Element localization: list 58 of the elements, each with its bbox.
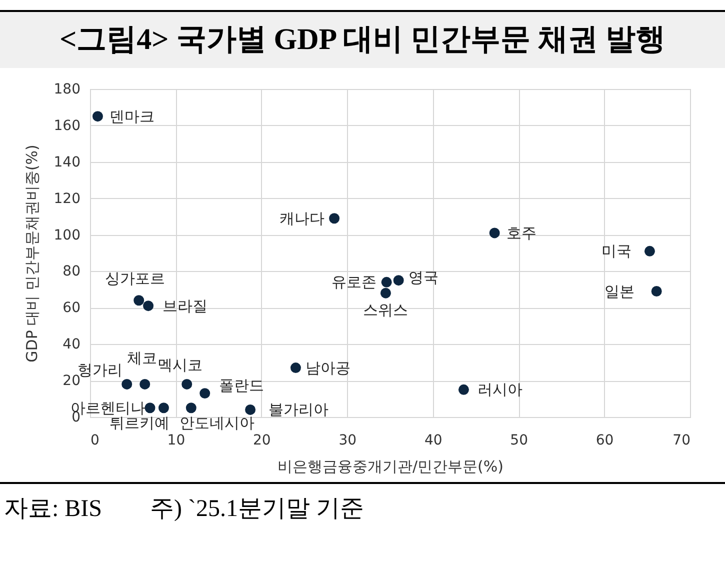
x-tick-label: 50 xyxy=(510,432,528,448)
point xyxy=(143,300,154,312)
x-tick-label: 70 xyxy=(672,432,690,448)
annotation: 불가리아 xyxy=(268,400,328,419)
annotation: 러시아 xyxy=(478,380,523,399)
annotation: 남아공 xyxy=(306,358,351,377)
point xyxy=(489,228,500,238)
annotation: 싱가포르 xyxy=(104,269,165,288)
x-axis-title: 비은행금융중개기관/민간부문(%) xyxy=(277,458,504,476)
y-tick-label: 20 xyxy=(62,373,80,390)
annotation: 폴란드 xyxy=(218,376,264,394)
annotation: 브라질 xyxy=(162,296,208,315)
point xyxy=(329,213,340,224)
point xyxy=(182,378,192,390)
x-tick-label: 20 xyxy=(253,432,271,448)
x-tick-label: 60 xyxy=(596,432,614,448)
point xyxy=(134,295,144,306)
x-tick-label: 10 xyxy=(167,432,186,448)
y-tick-label: 180 xyxy=(54,82,80,98)
y-tick-label: 140 xyxy=(54,154,80,170)
chart-title: <그림4> 국가별 GDP 대비 민간부문 채권 발행 xyxy=(0,10,725,68)
annotation: 캐나다 xyxy=(279,209,324,228)
point xyxy=(393,275,404,286)
y-tick-label: 40 xyxy=(62,336,80,353)
point xyxy=(245,404,256,415)
point xyxy=(381,276,392,288)
point xyxy=(380,288,391,298)
annotation: 미국 xyxy=(602,242,632,260)
y-tick-label: 120 xyxy=(54,190,80,207)
point xyxy=(651,286,662,296)
y-tick-label: 80 xyxy=(62,264,80,280)
annotation: 유로존 xyxy=(332,273,377,292)
text: 자료: BIS 주) `25.1분기말 기준 xyxy=(0,482,725,532)
point xyxy=(92,111,103,122)
point xyxy=(122,378,132,390)
x-tick-label: 30 xyxy=(338,432,357,448)
x-tick-label: 40 xyxy=(424,432,442,448)
annotation: 영국 xyxy=(408,268,439,286)
annotation: 호주 xyxy=(506,224,537,242)
annotation: 안도네시아 xyxy=(180,414,255,432)
point xyxy=(458,384,469,395)
annotation: 체코 xyxy=(126,349,157,368)
point xyxy=(140,378,150,390)
point xyxy=(290,362,301,374)
y-axis-title: GDP 대비 민간부문채권비중(%) xyxy=(22,144,41,362)
annotation: 일본 xyxy=(604,282,635,300)
y-tick-label: 160 xyxy=(54,118,80,134)
point xyxy=(200,388,210,399)
annotation: 덴마크 xyxy=(110,107,155,126)
point xyxy=(144,402,156,414)
point xyxy=(644,246,655,256)
y-tick-label: 60 xyxy=(62,300,80,316)
x-tick-label: 0 xyxy=(90,432,100,448)
annotation: 멕시코 xyxy=(157,356,202,374)
annotation: 스위스 xyxy=(363,301,408,320)
point xyxy=(186,402,196,414)
y-tick-label: 100 xyxy=(54,227,80,244)
point xyxy=(158,402,169,414)
